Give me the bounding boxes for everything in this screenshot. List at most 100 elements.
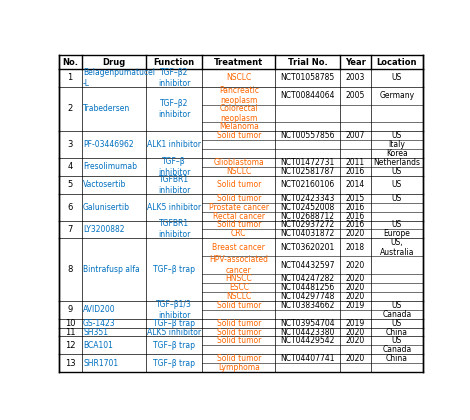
Text: ESCC: ESCC	[229, 283, 249, 292]
Text: Galunisertib: Galunisertib	[83, 202, 130, 212]
Bar	[59, 220, 423, 239]
Text: Belagenpumatucel
-L: Belagenpumatucel -L	[83, 68, 155, 88]
Text: NCT02937272: NCT02937272	[281, 220, 335, 229]
Text: HNSCC: HNSCC	[226, 274, 252, 283]
Text: TGF–β2
inhibitor: TGF–β2 inhibitor	[158, 99, 190, 119]
Text: 2007: 2007	[345, 131, 365, 140]
Text: Solid tumor: Solid tumor	[217, 354, 261, 363]
Text: NSCLC: NSCLC	[226, 292, 251, 301]
Text: NCT04432597: NCT04432597	[280, 261, 335, 270]
Text: CRC: CRC	[231, 229, 247, 239]
Text: 2020: 2020	[346, 274, 365, 283]
Text: US: US	[392, 167, 402, 176]
Text: NSCLC: NSCLC	[226, 167, 251, 176]
Text: Trabedersen: Trabedersen	[83, 105, 130, 113]
Text: 2020: 2020	[346, 292, 365, 301]
Text: China: China	[386, 354, 408, 363]
Text: Treatment: Treatment	[214, 58, 263, 66]
Text: 2020: 2020	[346, 261, 365, 270]
Text: NCT03834662: NCT03834662	[280, 301, 335, 310]
Text: NCT02452008: NCT02452008	[281, 202, 335, 212]
Text: Germany: Germany	[379, 91, 415, 100]
Bar	[59, 239, 423, 301]
Text: 1: 1	[68, 73, 73, 82]
Text: TGF–β
inhibitor: TGF–β inhibitor	[158, 157, 190, 177]
Text: 10: 10	[65, 319, 76, 328]
Text: Breast cancer: Breast cancer	[212, 243, 265, 252]
Text: 2020: 2020	[346, 283, 365, 292]
Text: Solid tumor: Solid tumor	[217, 194, 261, 203]
Text: Europe: Europe	[384, 229, 410, 239]
Text: NCT01058785: NCT01058785	[281, 73, 335, 82]
Text: Glioblastoma: Glioblastoma	[213, 158, 264, 167]
Text: 2019: 2019	[346, 301, 365, 310]
Text: Pancreatic
neoplasm: Pancreatic neoplasm	[219, 86, 259, 105]
Text: Fresolimumab: Fresolimumab	[83, 163, 137, 171]
Text: US: US	[392, 336, 402, 346]
Text: NCT04247282: NCT04247282	[281, 274, 335, 283]
Text: ALK5 inhibitor: ALK5 inhibitor	[147, 202, 201, 212]
Text: SH351: SH351	[83, 328, 108, 336]
Text: Colorectal
neoplasm: Colorectal neoplasm	[219, 104, 258, 123]
Text: US: US	[392, 220, 402, 229]
Text: Function: Function	[154, 58, 195, 66]
Text: TGF–β2
inhibitor: TGF–β2 inhibitor	[158, 68, 190, 88]
Text: 4: 4	[68, 163, 73, 171]
Bar	[59, 69, 423, 87]
Text: TGFBR1
inhibitor: TGFBR1 inhibitor	[158, 219, 190, 239]
Text: 3: 3	[68, 140, 73, 149]
Bar	[59, 301, 423, 319]
Text: TGFBR1
inhibitor: TGFBR1 inhibitor	[158, 175, 190, 195]
Text: 2005: 2005	[345, 91, 365, 100]
Bar	[59, 158, 423, 176]
Text: NCT00844064: NCT00844064	[280, 91, 335, 100]
Text: 2011: 2011	[346, 158, 365, 167]
Text: 2016: 2016	[346, 220, 365, 229]
Text: TGF–β trap: TGF–β trap	[153, 359, 195, 368]
Bar	[59, 131, 423, 158]
Text: Solid tumor: Solid tumor	[217, 319, 261, 328]
Text: NCT04407741: NCT04407741	[280, 354, 335, 363]
Text: NCT04031872: NCT04031872	[281, 229, 335, 239]
Text: AVID200: AVID200	[83, 305, 116, 314]
Bar	[59, 319, 423, 328]
Text: 2020: 2020	[346, 354, 365, 363]
Text: US: US	[392, 301, 402, 310]
Text: US: US	[392, 319, 402, 328]
Text: NCT04481256: NCT04481256	[281, 283, 335, 292]
Bar	[59, 176, 423, 194]
Bar	[59, 87, 423, 131]
Text: No.: No.	[62, 58, 78, 66]
Text: TGF–β trap: TGF–β trap	[153, 265, 195, 274]
Text: Solid tumor: Solid tumor	[217, 180, 261, 189]
Text: Canada: Canada	[383, 310, 412, 319]
Text: NCT04423380: NCT04423380	[280, 328, 335, 336]
Text: Korea: Korea	[386, 149, 408, 158]
Text: Trial No.: Trial No.	[288, 58, 328, 66]
Text: 2015: 2015	[346, 194, 365, 203]
Text: NSCLC: NSCLC	[226, 73, 251, 82]
Text: NCT02581787: NCT02581787	[281, 167, 335, 176]
Text: 2019: 2019	[346, 319, 365, 328]
Text: SHR1701: SHR1701	[83, 359, 118, 368]
Bar	[59, 55, 423, 69]
Text: US: US	[392, 73, 402, 82]
Bar	[59, 336, 423, 354]
Text: LY3200882: LY3200882	[83, 225, 125, 234]
Text: Solid tumor: Solid tumor	[217, 301, 261, 310]
Text: US: US	[392, 180, 402, 189]
Text: Prostate cancer: Prostate cancer	[209, 202, 269, 212]
Text: NCT01472731: NCT01472731	[281, 158, 335, 167]
Text: Solid tumor: Solid tumor	[217, 328, 261, 336]
Bar	[59, 194, 423, 220]
Text: NCT02160106: NCT02160106	[281, 180, 335, 189]
Text: TGF–β trap: TGF–β trap	[153, 319, 195, 328]
Text: 2016: 2016	[346, 202, 365, 212]
Text: BCA101: BCA101	[83, 341, 113, 350]
Text: ALK1 inhibitor: ALK1 inhibitor	[147, 140, 201, 149]
Text: Year: Year	[345, 58, 366, 66]
Text: 13: 13	[65, 359, 76, 368]
Text: 12: 12	[65, 341, 76, 350]
Text: NCT02688712: NCT02688712	[281, 212, 335, 220]
Text: US: US	[392, 194, 402, 203]
